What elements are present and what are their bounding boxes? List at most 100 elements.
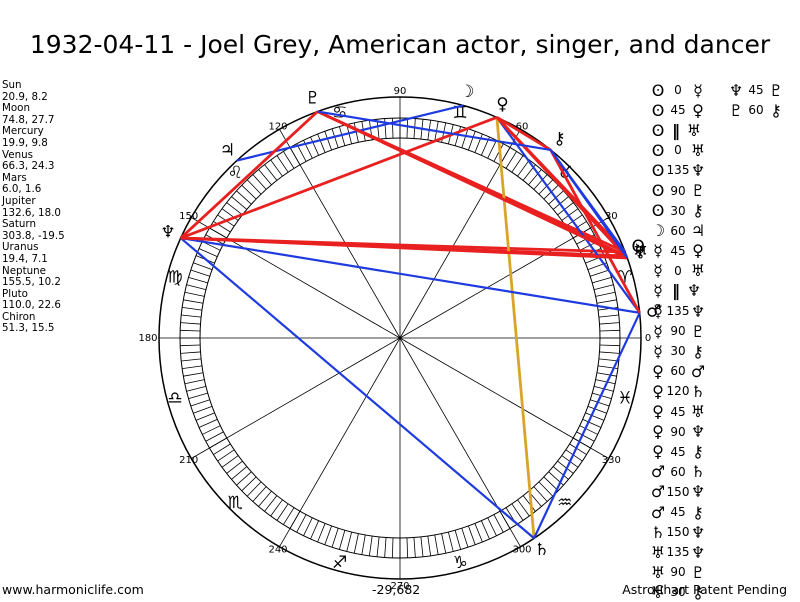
degree-tick [180,351,201,354]
aspect-planet-1-glyph: ♀ [652,422,664,442]
aspect-planet-2-glyph: ♀ [692,100,704,120]
planet-position-mars: 6.0, 1.6 [2,183,42,196]
degree-tick [427,535,432,556]
degree-tick [511,155,524,173]
aspect-angle: 0 [674,143,682,158]
degree-tick [236,190,252,205]
planet-mercury-icon[interactable]: ☿ [635,241,645,261]
aspect-angle: 45 [670,404,686,419]
degree-tick [595,379,616,385]
website-credit[interactable]: www.harmoniclife.com [2,582,144,597]
degree-tick [183,299,204,304]
aspect-row: ♀ 120 ♄ [650,381,730,401]
aspect-planet-1-glyph: ♂ [650,502,666,522]
planet-uranus-icon[interactable]: ♅ [633,243,648,263]
planet-position-neptune: 155.5, 10.2 [2,276,61,289]
degree-tick [461,128,469,148]
degree-tick [190,269,210,277]
degree-tick [246,179,262,195]
degree-tick [205,431,224,442]
sign-capricorn-icon: ♑ [453,553,468,573]
degree-tick [468,131,476,151]
planet-mars-icon[interactable]: ♂ [646,301,661,321]
planet-venus-icon[interactable]: ♀ [496,95,508,115]
aspect-angle: 135 [666,545,690,560]
planet-saturn-icon[interactable]: ♄ [534,540,549,560]
planet-name-mercury: Mercury [2,125,44,138]
aspect-angle: 60 [670,364,686,379]
degree-tick [552,466,569,480]
degree-tick [391,118,394,139]
degree-tick [226,202,243,216]
aspect-planet-2-glyph: ♅ [690,261,706,281]
aspect-list-column-2: ♆ 45 ♇ ♇ 60 ⚷ [728,80,798,120]
aspect-row: ♇ 60 ⚷ [728,100,798,120]
aspect-planet-2-glyph: ♇ [690,181,706,201]
degree-tick [468,525,476,545]
degree-tick [557,460,574,474]
degree-tick [183,372,204,377]
aspect-planet-1-glyph: ♀ [652,361,664,381]
aspect-planet-1-glyph: ♀ [652,381,664,401]
aspect-row: ♅ 135 ♆ [650,542,730,562]
degree-tick [181,358,202,362]
aspect-planet-1-glyph: ʘ [651,80,665,100]
degree-tick [590,269,610,277]
aspect-angle: 150 [666,484,690,499]
degree-tick [576,431,595,442]
degree-tick [505,151,517,169]
aspect-planet-1-glyph: ♆ [728,80,744,100]
planet-name-chiron: Chiron [2,310,36,323]
degree-tick [454,530,462,550]
degree-tick [533,174,548,190]
aspect-planet-1-glyph: ♇ [728,100,744,120]
aspect-planet-1-glyph: ♂ [650,462,666,482]
aspect-planet-1-glyph: ♀ [652,402,664,422]
aspect-planet-1-glyph: ♅ [650,562,666,582]
planet-jupiter-icon[interactable]: ♃ [220,140,235,160]
aspect-row: ♀ 90 ♆ [650,422,730,442]
degree-label: 60 [516,122,529,133]
degree-tick [188,276,208,284]
planet-sun-icon[interactable]: ʘ [632,237,645,257]
chart-title: 1932-04-11 - Joel Grey, American actor, … [29,30,771,59]
degree-tick [376,119,380,140]
aspect-planet-1-glyph: ☿ [653,281,663,301]
aspect-planet-2-glyph: ♆ [690,301,706,321]
degree-tick [441,533,447,554]
degree-label: 330 [602,455,621,466]
degree-tick [186,385,207,392]
degree-tick [596,372,617,377]
planet-name-moon: Moon [2,102,31,115]
aspect-row: ♀ 45 ⚷ [650,442,730,462]
planet-pluto-icon[interactable]: ♇ [305,88,320,108]
aspect-row: ♅ 30 ⚷ [650,582,730,602]
planet-moon-icon[interactable]: ☽ [459,82,474,102]
aspect-row: ♂ 45 ⚷ [650,502,730,522]
aspect-row: ʘ 135 ♆ [650,160,730,180]
planet-chiron-icon[interactable]: ⚷ [553,129,565,149]
aspect-angle: ‖ [672,120,680,140]
aspect-line [549,149,629,259]
aspect-planet-2-glyph: ♆ [686,281,702,301]
degree-tick [384,537,387,558]
degree-tick [188,392,208,400]
aspect-row: ☿ 90 ♇ [650,321,730,341]
degree-tick [447,531,454,552]
degree-tick [517,159,530,177]
planet-name-mars: Mars [2,171,27,184]
degree-tick [599,351,620,354]
degree-tick [528,169,542,186]
aspect-line [179,110,319,240]
aspect-angle: 90 [670,565,686,580]
aspect-planet-1-glyph: ʘ [651,181,665,201]
planet-position-jupiter: 132.6, 18.0 [2,206,61,219]
planet-neptune-icon[interactable]: ♆ [160,222,175,242]
chart-sum-value: -29,682 [372,582,421,597]
degree-label: 240 [268,544,287,555]
degree-label: 210 [179,455,198,466]
degree-tick [324,525,332,545]
sign-virgo-icon: ♍ [167,268,182,288]
sign-aries-icon: ♈ [617,268,632,288]
sign-aquarius-icon: ♒ [557,493,572,513]
